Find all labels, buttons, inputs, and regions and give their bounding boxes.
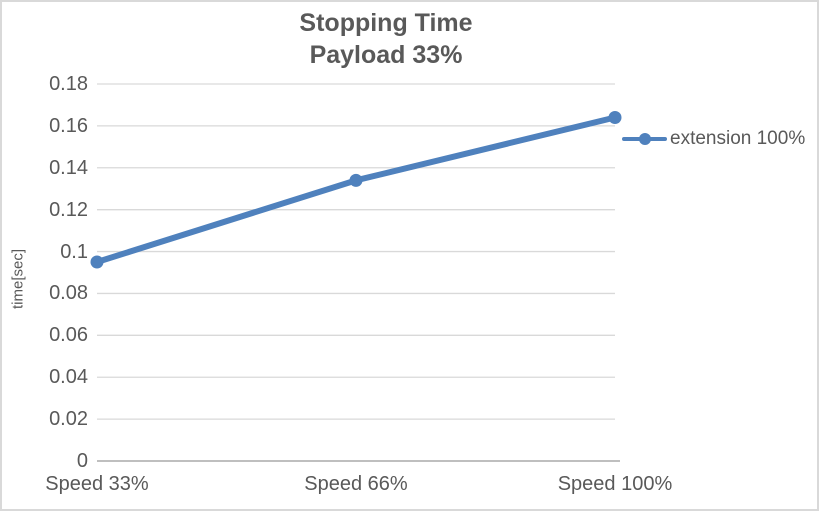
chart-title-line2: Payload 33% [309,41,463,69]
data-point-marker [90,255,104,269]
x-tick-label: Speed 100% [557,473,673,495]
y-tick-label: 0.04 [49,366,88,389]
y-tick-label: 0.02 [49,408,88,431]
data-point-marker [608,111,622,125]
plot-area [90,83,622,462]
x-tick-label: Speed 66% [304,473,408,495]
y-tick-label: 0.16 [49,114,88,137]
x-tick-label: Speed 33% [45,473,149,495]
chart-title-line1: Stopping Time [299,9,473,37]
y-tick-label: 0.12 [49,198,88,221]
data-point-marker [349,173,363,187]
y-tick-label: 0.14 [49,156,88,179]
legend-dot-icon [638,133,651,145]
legend-series-label: extension 100% [670,128,806,149]
chart-title: Stopping Time Payload 33% [299,7,472,71]
y-tick-label: 0 [76,450,88,472]
legend: extension 100% [622,128,805,150]
legend-line-marker-icon [622,133,667,145]
series-line [94,114,618,266]
y-axis-title: time[sec] [9,248,27,310]
y-tick-label: 0.18 [49,73,88,95]
y-tick-label: 0.06 [49,324,88,347]
